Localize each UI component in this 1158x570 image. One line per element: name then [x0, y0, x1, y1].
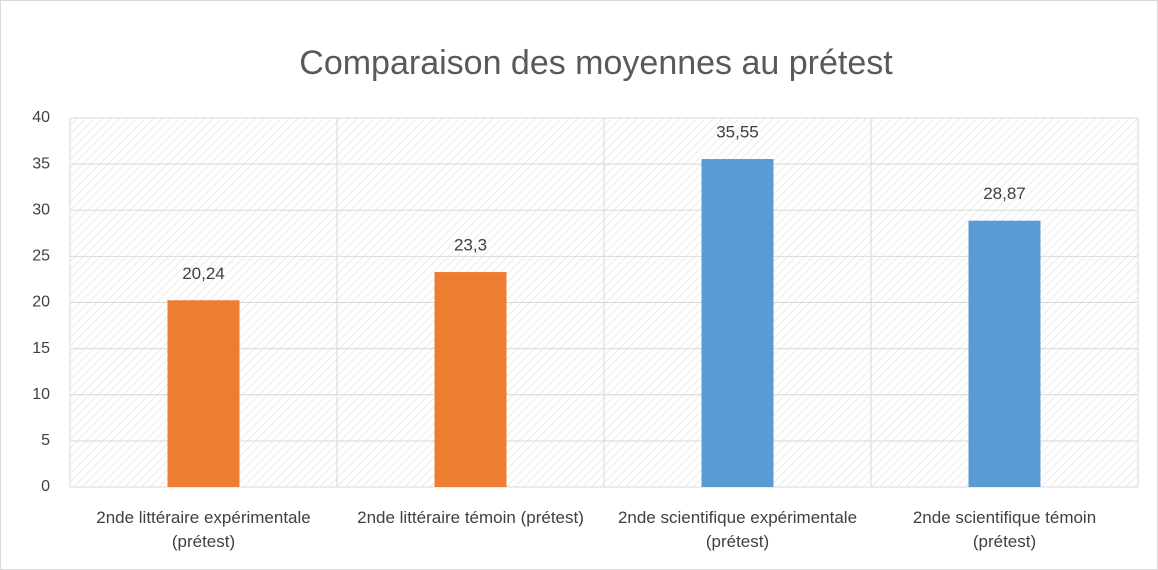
bar	[968, 220, 1041, 487]
data-label: 28,87	[983, 184, 1026, 203]
x-tick-label: 2nde littéraire témoin (prétest)	[357, 508, 584, 527]
data-label: 35,55	[716, 123, 759, 142]
y-tick-label: 5	[41, 432, 50, 449]
y-tick-label: 20	[32, 294, 50, 311]
x-tick-label: 2nde scientifique expérimentale (prétest…	[617, 508, 858, 551]
y-tick-label: 35	[32, 155, 50, 172]
bar	[167, 300, 240, 487]
y-tick-label: 10	[32, 386, 50, 403]
chart-title: Comparaison des moyennes au prétest	[299, 44, 893, 82]
y-tick-label: 40	[32, 109, 50, 126]
x-tick-label: 2nde littéraire expérimentale (prétest)	[96, 508, 311, 551]
bar	[434, 272, 507, 487]
data-label: 23,3	[454, 236, 487, 255]
bar	[701, 159, 774, 487]
y-tick-label: 15	[32, 340, 50, 357]
y-tick-label: 30	[32, 201, 50, 218]
y-tick-label: 0	[41, 478, 50, 495]
data-label: 20,24	[182, 264, 225, 283]
x-tick-label: 2nde scientifique témoin (prétest)	[912, 508, 1097, 551]
y-tick-label: 25	[32, 248, 50, 265]
